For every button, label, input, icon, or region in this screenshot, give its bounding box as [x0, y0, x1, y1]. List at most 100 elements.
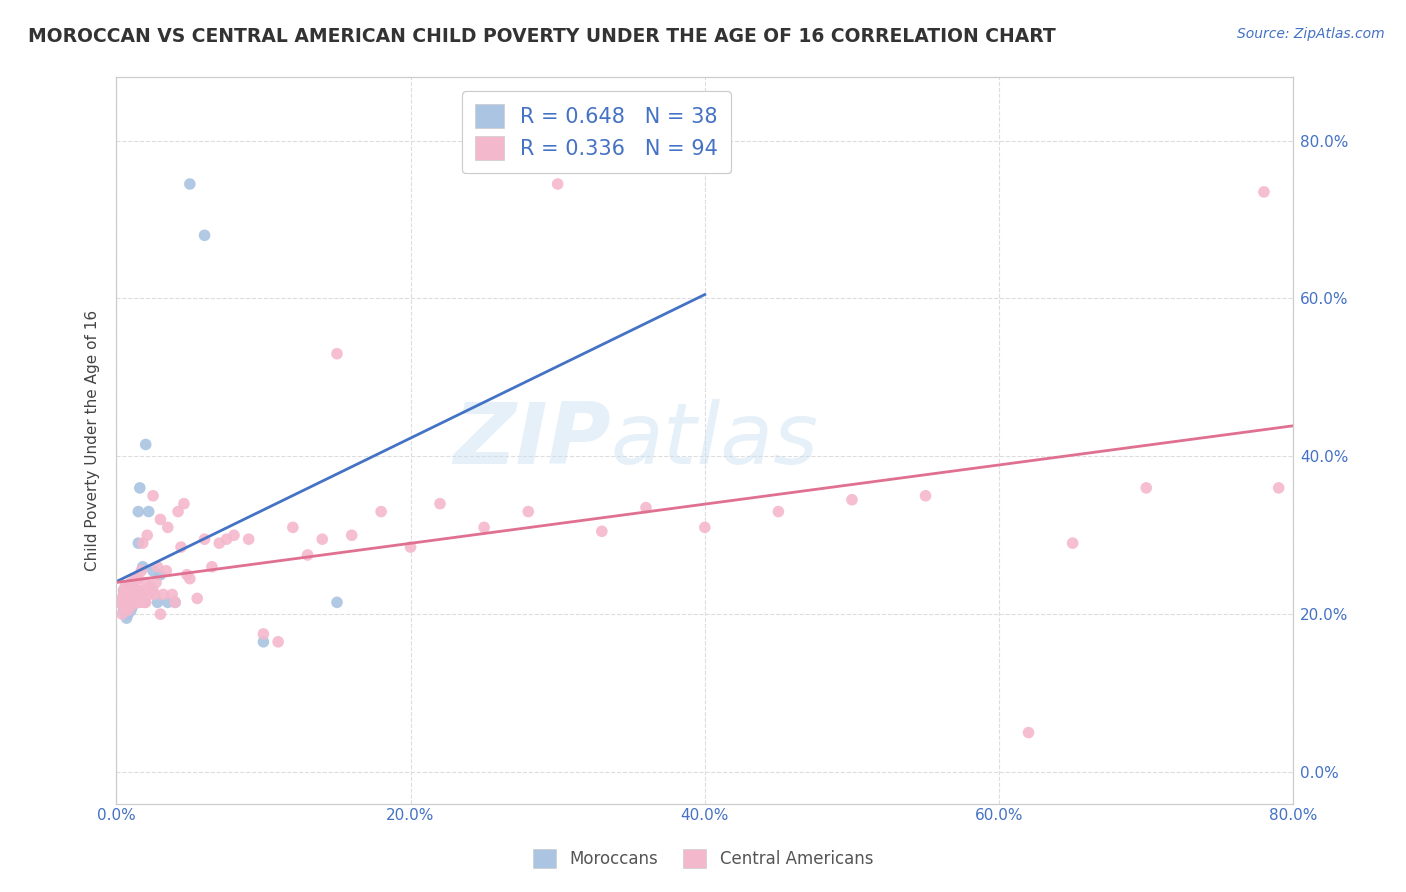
Point: [370, 505, 392, 519]
Point: [112, 587, 135, 601]
Point: [120, 591, 142, 606]
Point: [155, 564, 177, 578]
Point: [117, 607, 139, 622]
Text: ZIP: ZIP: [453, 399, 610, 482]
Point: [238, 532, 260, 546]
Point: [127, 572, 149, 586]
Point: [122, 587, 145, 601]
Point: [146, 595, 169, 609]
Point: [149, 607, 172, 622]
Point: [193, 532, 215, 546]
Point: [841, 492, 863, 507]
Point: [914, 489, 936, 503]
Point: [472, 520, 495, 534]
Point: [167, 505, 190, 519]
Point: [115, 611, 138, 625]
Point: [114, 595, 136, 609]
Point: [149, 567, 172, 582]
Point: [142, 583, 165, 598]
Point: [326, 595, 349, 609]
Point: [311, 532, 333, 546]
Point: [252, 627, 274, 641]
Point: [297, 548, 319, 562]
Point: [114, 595, 136, 609]
Point: [176, 567, 198, 582]
Point: [129, 564, 152, 578]
Point: [138, 587, 160, 601]
Point: [118, 599, 141, 614]
Point: [1253, 185, 1275, 199]
Point: [201, 559, 224, 574]
Point: [124, 572, 146, 586]
Point: [252, 635, 274, 649]
Point: [1062, 536, 1084, 550]
Point: [547, 177, 569, 191]
Point: [128, 481, 150, 495]
Point: [122, 575, 145, 590]
Point: [120, 587, 142, 601]
Point: [132, 559, 155, 574]
Point: [120, 599, 142, 614]
Text: Source: ZipAtlas.com: Source: ZipAtlas.com: [1237, 27, 1385, 41]
Point: [160, 587, 183, 601]
Point: [591, 524, 613, 539]
Point: [121, 599, 143, 614]
Point: [179, 177, 201, 191]
Point: [120, 575, 142, 590]
Point: [112, 595, 135, 609]
Point: [165, 595, 187, 609]
Point: [114, 580, 136, 594]
Point: [114, 587, 136, 601]
Point: [165, 595, 187, 609]
Point: [121, 580, 143, 594]
Point: [127, 505, 149, 519]
Point: [112, 583, 135, 598]
Point: [117, 587, 139, 601]
Point: [112, 599, 135, 614]
Y-axis label: Child Poverty Under the Age of 16: Child Poverty Under the Age of 16: [86, 310, 100, 571]
Point: [124, 572, 146, 586]
Point: [117, 595, 139, 609]
Text: MOROCCAN VS CENTRAL AMERICAN CHILD POVERTY UNDER THE AGE OF 16 CORRELATION CHART: MOROCCAN VS CENTRAL AMERICAN CHILD POVER…: [28, 27, 1056, 45]
Point: [139, 580, 162, 594]
Point: [152, 587, 174, 601]
Point: [110, 595, 132, 609]
Point: [120, 587, 142, 601]
Point: [135, 575, 157, 590]
Point: [1018, 725, 1040, 739]
Point: [156, 595, 179, 609]
Point: [117, 587, 139, 601]
Point: [326, 347, 349, 361]
Point: [429, 497, 451, 511]
Point: [111, 607, 134, 622]
Point: [145, 575, 167, 590]
Point: [1135, 481, 1157, 495]
Point: [112, 599, 135, 614]
Point: [118, 595, 141, 609]
Point: [186, 591, 208, 606]
Point: [117, 595, 139, 609]
Point: [129, 591, 152, 606]
Point: [136, 528, 159, 542]
Point: [112, 603, 135, 617]
Point: [118, 591, 141, 606]
Point: [115, 583, 138, 598]
Point: [132, 536, 155, 550]
Point: [115, 591, 138, 606]
Point: [208, 536, 231, 550]
Point: [122, 587, 145, 601]
Point: [108, 595, 131, 609]
Point: [115, 599, 138, 614]
Point: [135, 595, 157, 609]
Point: [117, 580, 139, 594]
Point: [135, 437, 157, 451]
Point: [267, 635, 290, 649]
Point: [143, 587, 166, 601]
Point: [134, 595, 156, 609]
Legend: R = 0.648   N = 38, R = 0.336   N = 94: R = 0.648 N = 38, R = 0.336 N = 94: [463, 92, 731, 173]
Point: [114, 607, 136, 622]
Point: [634, 500, 657, 515]
Point: [142, 564, 165, 578]
Point: [179, 572, 201, 586]
Point: [142, 489, 165, 503]
